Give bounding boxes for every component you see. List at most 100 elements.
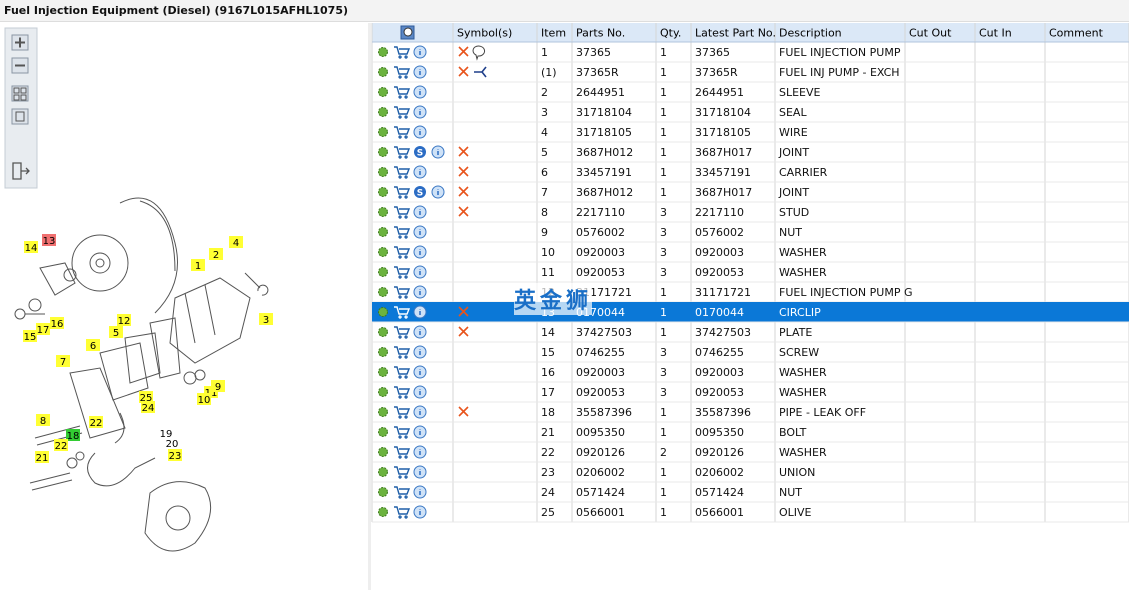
cart-icon[interactable] (394, 266, 411, 279)
table-row[interactable]: S 5 3687H012 1 3687H017 JOINT (372, 145, 1129, 163)
info-icon[interactable] (431, 145, 445, 159)
cart-icon[interactable] (394, 346, 411, 359)
callout[interactable]: 18 (66, 429, 80, 442)
gear-icon[interactable] (378, 427, 388, 437)
table-row[interactable]: 3 31718104 1 31718104 SEAL (372, 105, 1129, 123)
callout[interactable]: 7 (56, 355, 70, 368)
cart-icon[interactable] (394, 486, 411, 499)
cart-icon[interactable] (394, 146, 411, 159)
callout[interactable]: 1 (191, 259, 205, 272)
gear-icon[interactable] (378, 387, 388, 397)
info-icon[interactable] (413, 405, 427, 419)
info-icon[interactable] (413, 465, 427, 479)
table-row[interactable]: 1 37365 1 37365 FUEL INJECTION PUMP (372, 45, 1129, 63)
table-row[interactable]: 23 0206002 1 0206002 UNION (372, 465, 1129, 483)
cart-icon[interactable] (394, 86, 411, 99)
cart-icon[interactable] (394, 506, 411, 519)
cart-icon[interactable] (394, 446, 411, 459)
info-icon[interactable] (413, 365, 427, 379)
cart-icon[interactable] (394, 246, 411, 259)
column-header[interactable]: Item (541, 27, 566, 40)
table-row[interactable]: S 7 3687H012 1 3687H017 JOINT (372, 185, 1129, 203)
column-header[interactable]: Symbol(s) (457, 27, 512, 40)
callout[interactable]: 14 (24, 241, 38, 254)
table-row[interactable]: 22 0920126 2 0920126 WASHER (372, 445, 1129, 463)
column-header[interactable]: Description (779, 27, 842, 40)
cart-icon[interactable] (394, 226, 411, 239)
info-icon[interactable] (413, 85, 427, 99)
gear-icon[interactable] (378, 487, 388, 497)
s-icon[interactable] (414, 186, 426, 198)
callout[interactable]: 9 (211, 380, 225, 393)
info-icon[interactable] (413, 345, 427, 359)
s-icon[interactable] (414, 146, 426, 158)
gear-icon[interactable] (378, 167, 388, 177)
cart-icon[interactable] (394, 206, 411, 219)
column-header[interactable]: Qty. (660, 27, 681, 40)
info-icon[interactable] (413, 425, 427, 439)
gear-icon[interactable] (378, 187, 388, 197)
gear-icon[interactable] (378, 107, 388, 117)
callout[interactable]: 22 (54, 439, 68, 452)
cart-icon[interactable] (394, 126, 411, 139)
cart-icon[interactable] (394, 466, 411, 479)
info-icon[interactable] (413, 125, 427, 139)
cart-icon[interactable] (394, 306, 411, 319)
gear-icon[interactable] (378, 507, 388, 517)
fit[interactable] (11, 85, 29, 102)
table-row[interactable]: 9 0576002 3 0576002 NUT (372, 225, 1129, 243)
cart-icon[interactable] (394, 186, 411, 199)
table-row[interactable]: 10 0920003 3 0920003 WASHER (372, 245, 1129, 263)
info-icon[interactable] (413, 65, 427, 79)
table-row[interactable]: 4 31718105 1 31718105 WIRE (372, 125, 1129, 143)
callout[interactable]: 24 (141, 401, 155, 414)
cart-icon[interactable] (394, 366, 411, 379)
callout[interactable]: 12 (117, 314, 131, 327)
cart-icon[interactable] (394, 166, 411, 179)
gear-icon[interactable] (378, 407, 388, 417)
info-icon[interactable] (413, 285, 427, 299)
callout[interactable]: 8 (36, 414, 50, 427)
callout[interactable]: 6 (86, 339, 100, 352)
callout[interactable]: 5 (109, 326, 123, 339)
callout[interactable]: 23 (168, 449, 182, 462)
info-icon[interactable] (413, 445, 427, 459)
cart-icon[interactable] (394, 406, 411, 419)
cart-icon[interactable] (394, 66, 411, 79)
info-icon[interactable] (413, 45, 427, 59)
gear-icon[interactable] (378, 207, 388, 217)
info-icon[interactable] (413, 505, 427, 519)
cart-icon[interactable] (394, 46, 411, 59)
gear-icon[interactable] (378, 347, 388, 357)
callout[interactable]: 25 (139, 391, 153, 404)
zoom-in[interactable] (11, 34, 29, 51)
callout[interactable]: 17 (36, 323, 50, 336)
callout[interactable]: 4 (229, 236, 243, 249)
info-icon[interactable] (413, 165, 427, 179)
callout[interactable]: 22 (89, 416, 103, 429)
callout[interactable]: 3 (259, 313, 273, 326)
table-row[interactable]: (1) 37365R 1 37365R FUEL INJ PUMP - EXCH (372, 65, 1129, 83)
table-row[interactable]: 1231171721131171721FUEL INJECTION PUMP G (372, 285, 1129, 303)
gear-icon[interactable] (378, 367, 388, 377)
info-icon[interactable] (413, 205, 427, 219)
callout[interactable]: 2 (209, 248, 223, 261)
table-row[interactable]: 8 2217110 3 2217110 STUD (372, 205, 1129, 223)
gear-icon[interactable] (378, 467, 388, 477)
table-row[interactable]: 18 35587396 1 35587396 PIPE - LEAK OFF (372, 405, 1129, 423)
table-row[interactable]: 25 0566001 1 0566001 OLIVE (372, 505, 1129, 523)
column-header[interactable]: Cut In (979, 27, 1012, 40)
info-icon[interactable] (413, 485, 427, 499)
callout[interactable]: 20 (166, 439, 179, 450)
gear-icon[interactable] (378, 227, 388, 237)
column-header[interactable]: Comment (1049, 27, 1104, 40)
info-icon[interactable] (413, 385, 427, 399)
info-icon[interactable] (413, 305, 427, 319)
callout[interactable]: 21 (35, 451, 49, 464)
column-header[interactable]: Parts No. (576, 27, 625, 40)
gear-icon[interactable] (378, 327, 388, 337)
actual-size[interactable] (11, 108, 29, 125)
callout[interactable]: 15 (23, 330, 37, 343)
table-row[interactable]: 6 33457191 1 33457191 CARRIER (372, 165, 1129, 183)
table-row[interactable]: 17 0920053 3 0920053 WASHER (372, 385, 1129, 403)
